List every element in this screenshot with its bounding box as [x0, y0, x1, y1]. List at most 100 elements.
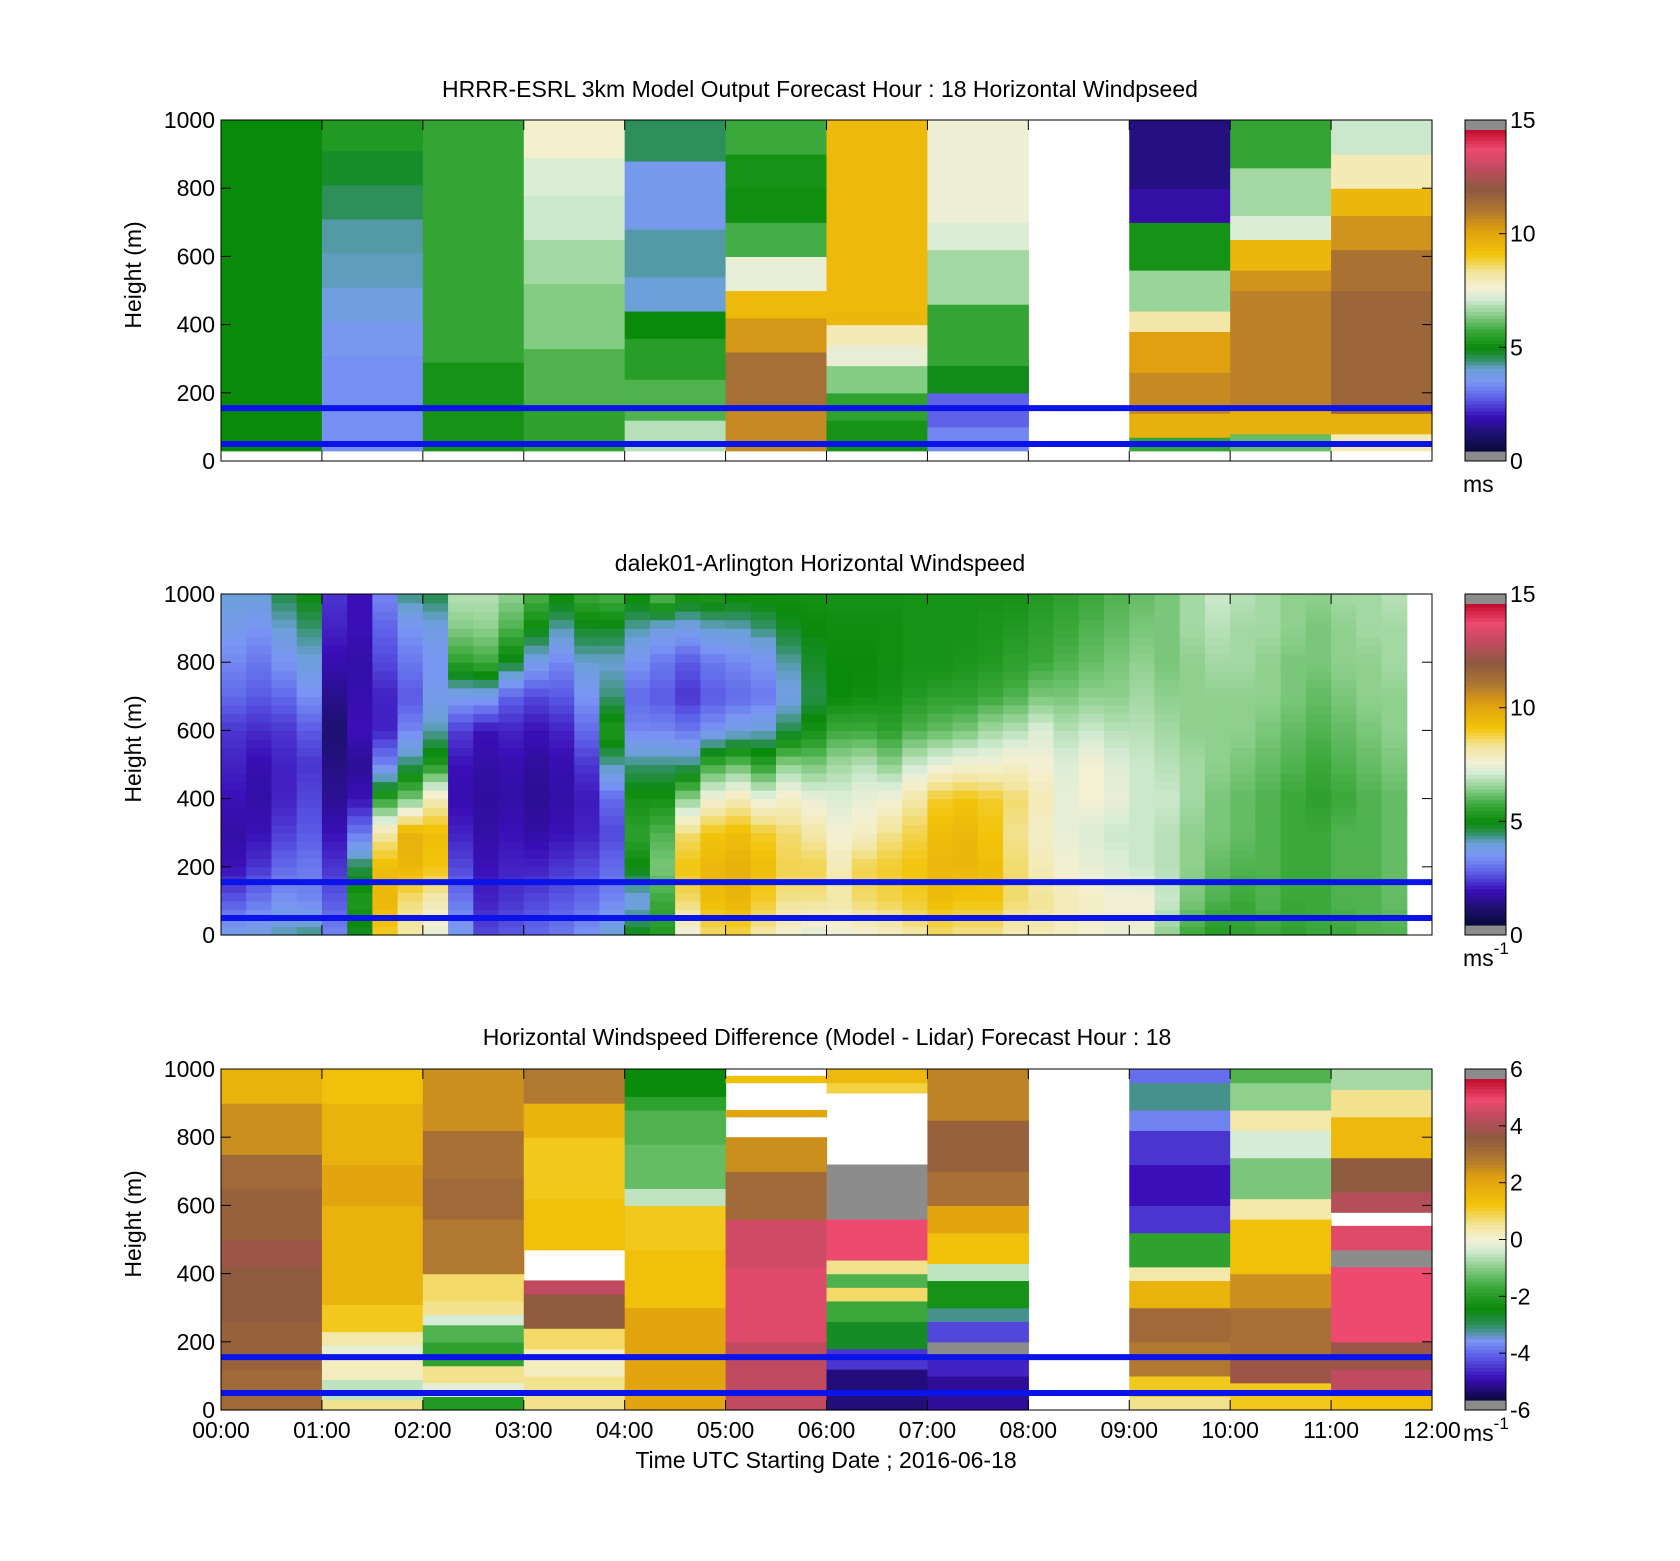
heatmap-cell — [750, 849, 777, 859]
heatmap-cell — [1255, 696, 1282, 706]
colorbar-swatch — [1465, 746, 1506, 751]
heatmap-cell — [523, 900, 550, 911]
heatmap-cell — [927, 1205, 1029, 1234]
heatmap-cell — [1230, 1130, 1332, 1159]
heatmap-cell — [498, 755, 525, 766]
heatmap-cell — [523, 730, 550, 740]
heatmap-cell — [523, 602, 550, 612]
colorbar-tick-label: 0 — [1510, 1227, 1523, 1253]
heatmap-cell — [624, 662, 651, 672]
heatmap-cell — [221, 815, 247, 825]
heatmap-cell — [397, 798, 424, 808]
colorbar-swatch — [1465, 1289, 1506, 1294]
colorbar-swatch — [1465, 1168, 1506, 1173]
heatmap-cell — [422, 781, 449, 791]
heatmap-cell — [548, 773, 575, 783]
heatmap-cell — [1129, 662, 1156, 672]
colorbar-swatch — [1465, 1293, 1506, 1298]
heatmap-cell — [347, 679, 373, 689]
colorbar-swatch — [1465, 718, 1506, 723]
heatmap-cell — [397, 773, 424, 783]
heatmap-cell — [1280, 645, 1307, 655]
heatmap-cell — [448, 721, 474, 731]
heatmap-cell — [221, 730, 247, 740]
heatmap-cell — [624, 628, 651, 638]
heatmap-cell — [221, 713, 247, 723]
heatmap-cell — [902, 611, 929, 621]
colorbar-swatch — [1465, 778, 1506, 783]
heatmap-cell — [347, 917, 373, 928]
colorbar-tick-label: 2 — [1510, 1170, 1523, 1196]
panel-title-model: HRRR-ESRL 3km Model Output Forecast Hour… — [442, 76, 1198, 102]
y-tick-label: 1000 — [164, 107, 215, 133]
heatmap-cell — [1356, 926, 1383, 936]
heatmap-cell — [1154, 687, 1181, 697]
heatmap-cell — [1028, 662, 1055, 672]
heatmap-cell — [725, 790, 752, 800]
colorbar-tick-label: -2 — [1510, 1283, 1530, 1309]
colorbar-swatch — [1465, 172, 1506, 177]
heatmap-cell — [1028, 849, 1055, 859]
heatmap-cell — [1255, 738, 1282, 749]
heatmap-cell — [1381, 653, 1408, 663]
heatmap-cell — [624, 909, 651, 919]
heatmap-cell — [1154, 858, 1181, 868]
colorbar-swatch — [1465, 1200, 1506, 1205]
heatmap-cell — [422, 926, 449, 936]
heatmap-cell — [372, 883, 399, 893]
heatmap-cell — [1230, 1307, 1332, 1357]
heatmap-cell — [1381, 824, 1408, 834]
heatmap-cell — [624, 229, 727, 278]
colorbar-swatch — [1465, 1082, 1506, 1087]
heatmap-cell — [801, 679, 828, 689]
heatmap-cell — [776, 866, 802, 876]
heatmap-cell — [826, 1300, 929, 1322]
heatmap-cell — [1230, 1082, 1332, 1111]
heatmap-cell — [1053, 807, 1080, 817]
heatmap-cell — [422, 670, 449, 680]
heatmap-cell — [952, 807, 979, 817]
heatmap-cell — [1305, 747, 1332, 757]
heatmap-cell — [271, 900, 298, 911]
heatmap-cell — [1154, 815, 1181, 825]
colorbar-tick-label: 0 — [1510, 922, 1523, 948]
heatmap-cell — [1230, 120, 1332, 169]
heatmap-cell — [1154, 619, 1181, 629]
heatmap-cell — [952, 841, 979, 851]
heatmap-cell — [1305, 602, 1332, 612]
heatmap-cell — [599, 670, 626, 680]
colorbar-swatch — [1465, 1253, 1506, 1258]
colorbar-swatch — [1465, 700, 1506, 705]
colorbar-swatch — [1465, 818, 1506, 823]
heatmap-cell — [700, 883, 727, 893]
heatmap-cell — [1104, 926, 1130, 936]
heatmap-cell — [498, 645, 525, 655]
heatmap-cell — [801, 841, 828, 851]
colorbar-swatch — [1465, 147, 1506, 152]
heatmap-cell — [1280, 713, 1307, 723]
colorbar-swatch — [1465, 401, 1506, 406]
heatmap-cell — [321, 636, 348, 646]
heatmap-cell — [725, 858, 752, 868]
heatmap-cell — [1305, 670, 1332, 680]
heatmap-cell — [1356, 781, 1383, 791]
heatmap-cell — [876, 636, 903, 646]
heatmap-cell — [1230, 841, 1256, 851]
heatmap-cell — [851, 866, 878, 876]
heatmap-cell — [1129, 892, 1156, 902]
heatmap-cell — [876, 755, 903, 766]
heatmap-cell — [296, 841, 323, 851]
heatmap-cell — [750, 764, 777, 774]
y-tick-label: 1000 — [164, 581, 215, 607]
heatmap-cell — [296, 892, 323, 902]
heatmap-cell — [1003, 790, 1029, 800]
heatmap-cell — [927, 1355, 1029, 1377]
heatmap-cell — [1028, 602, 1055, 612]
colorbar-swatch — [1465, 835, 1506, 840]
heatmap-cell — [851, 594, 878, 604]
heatmap-cell — [927, 730, 954, 740]
heatmap-cell — [498, 679, 525, 689]
heatmap-cell — [1028, 790, 1055, 800]
heatmap-cell — [826, 1321, 929, 1350]
colorbar-swatch — [1465, 1353, 1506, 1358]
